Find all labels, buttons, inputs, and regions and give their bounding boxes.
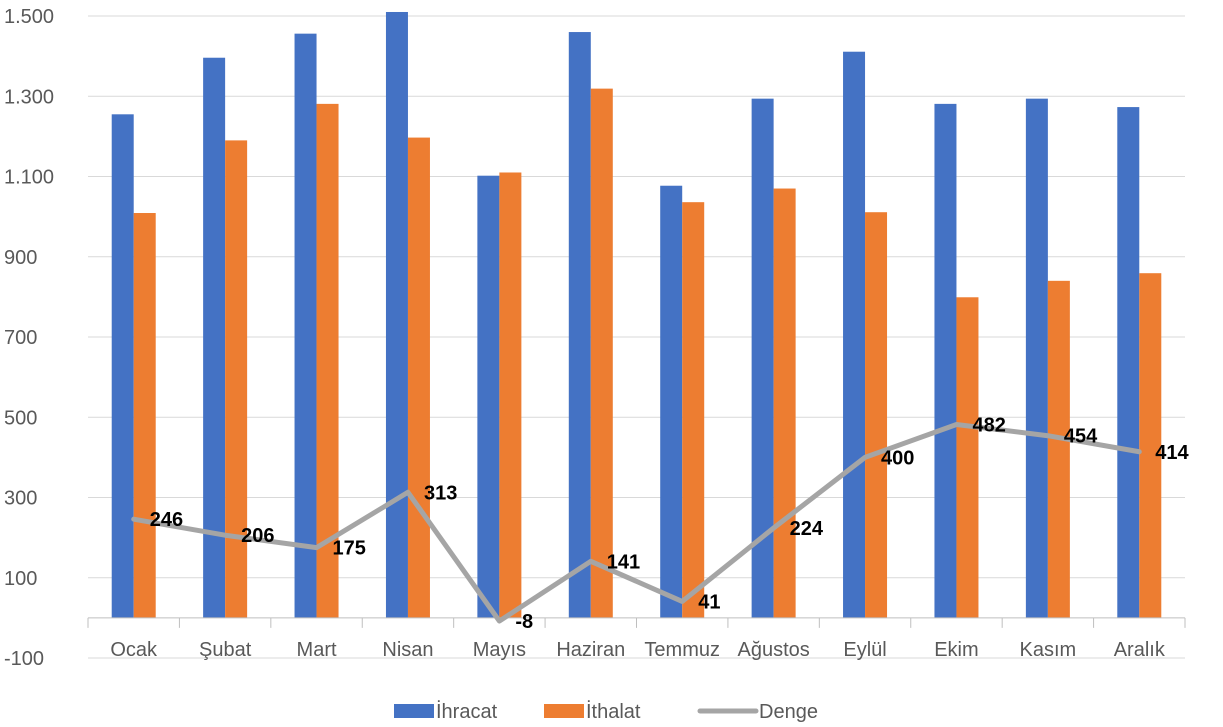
legend-label: İhracat	[436, 700, 498, 723]
data-label: 141	[607, 551, 640, 573]
x-tick-label: Aralık	[1114, 639, 1166, 661]
bar-ihracat	[751, 98, 774, 618]
bar-ihracat	[294, 33, 317, 618]
data-label: 454	[1064, 426, 1098, 448]
gridlines	[88, 15, 1185, 659]
data-label: 224	[790, 518, 824, 540]
data-labels: 246 206 175 313 -8 141 41 224 400 482 454 414	[150, 414, 1190, 633]
denge-line	[131, 421, 1142, 624]
y-axis-tick-labels: -100 100 300 500 700 900 1.100 1.300 1.500	[4, 6, 54, 670]
data-label: 414	[1155, 442, 1189, 464]
bar-ithalat	[133, 213, 156, 618]
bar-ithalat	[682, 202, 705, 618]
x-tick-label: Kasım	[1020, 639, 1077, 661]
bar-ihracat	[843, 51, 866, 618]
legend-swatch	[394, 704, 434, 718]
data-label: 175	[333, 538, 366, 560]
data-label: 246	[150, 509, 183, 531]
x-tick-label: Ekim	[934, 639, 978, 661]
legend-swatch	[544, 704, 584, 718]
y-tick-label: 900	[4, 247, 37, 269]
y-tick-label: 100	[4, 568, 37, 590]
bar-ithalat	[499, 172, 522, 618]
bar-ithalat	[590, 88, 613, 618]
x-tick-label: Mayıs	[473, 639, 526, 661]
y-tick-label: -100	[4, 648, 44, 670]
x-tick-label: Eylül	[843, 639, 886, 661]
y-tick-label: 1.300	[4, 86, 54, 108]
y-tick-label: 300	[4, 488, 37, 510]
legend-label: İthalat	[586, 700, 641, 723]
bar-ihracat	[660, 185, 683, 618]
bar-ithalat	[956, 297, 979, 618]
data-label: -8	[515, 611, 533, 633]
bar-ithalat	[773, 188, 796, 618]
bar-ithalat	[316, 103, 339, 618]
bars	[111, 11, 1162, 618]
data-label: 313	[424, 482, 457, 504]
y-tick-label: 1.500	[4, 6, 54, 28]
bar-ihracat	[1025, 98, 1048, 618]
x-tick-label: Temmuz	[644, 639, 720, 661]
x-tick-label: Haziran	[556, 639, 625, 661]
y-tick-label: 700	[4, 327, 37, 349]
x-tick-label: Ocak	[110, 639, 158, 661]
bar-ithalat	[1139, 273, 1162, 618]
bar-ithalat	[407, 137, 430, 618]
bar-ihracat	[203, 57, 226, 618]
bar-ihracat	[568, 32, 591, 618]
bar-ithalat	[225, 140, 248, 618]
data-label: 400	[881, 447, 914, 469]
x-axis-tick-marks	[87, 617, 1186, 628]
data-label: 206	[241, 525, 274, 547]
bar-ithalat	[1047, 280, 1070, 618]
data-label: 41	[698, 591, 720, 613]
x-tick-label: Ağustos	[737, 639, 809, 661]
legend: İhracat İthalat Denge	[394, 700, 818, 723]
denge-line-path	[131, 421, 1142, 624]
y-tick-label: 1.100	[4, 167, 54, 189]
y-tick-label: 500	[4, 407, 37, 429]
x-tick-label: Şubat	[199, 639, 252, 661]
x-tick-label: Nisan	[382, 639, 433, 661]
x-axis-tick-labels: Ocak Şubat Mart Nisan Mayıs Haziran Temmuz Ağus…	[110, 639, 1165, 661]
data-label: 482	[972, 414, 1005, 436]
bar-ihracat	[1117, 107, 1140, 618]
x-tick-label: Mart	[297, 639, 337, 661]
legend-label: Denge	[759, 701, 818, 723]
bar-ihracat	[111, 114, 134, 618]
bar-ihracat	[934, 103, 957, 618]
bar-ihracat	[385, 11, 408, 618]
bar-ithalat	[865, 212, 888, 618]
bar-ihracat	[477, 175, 500, 618]
